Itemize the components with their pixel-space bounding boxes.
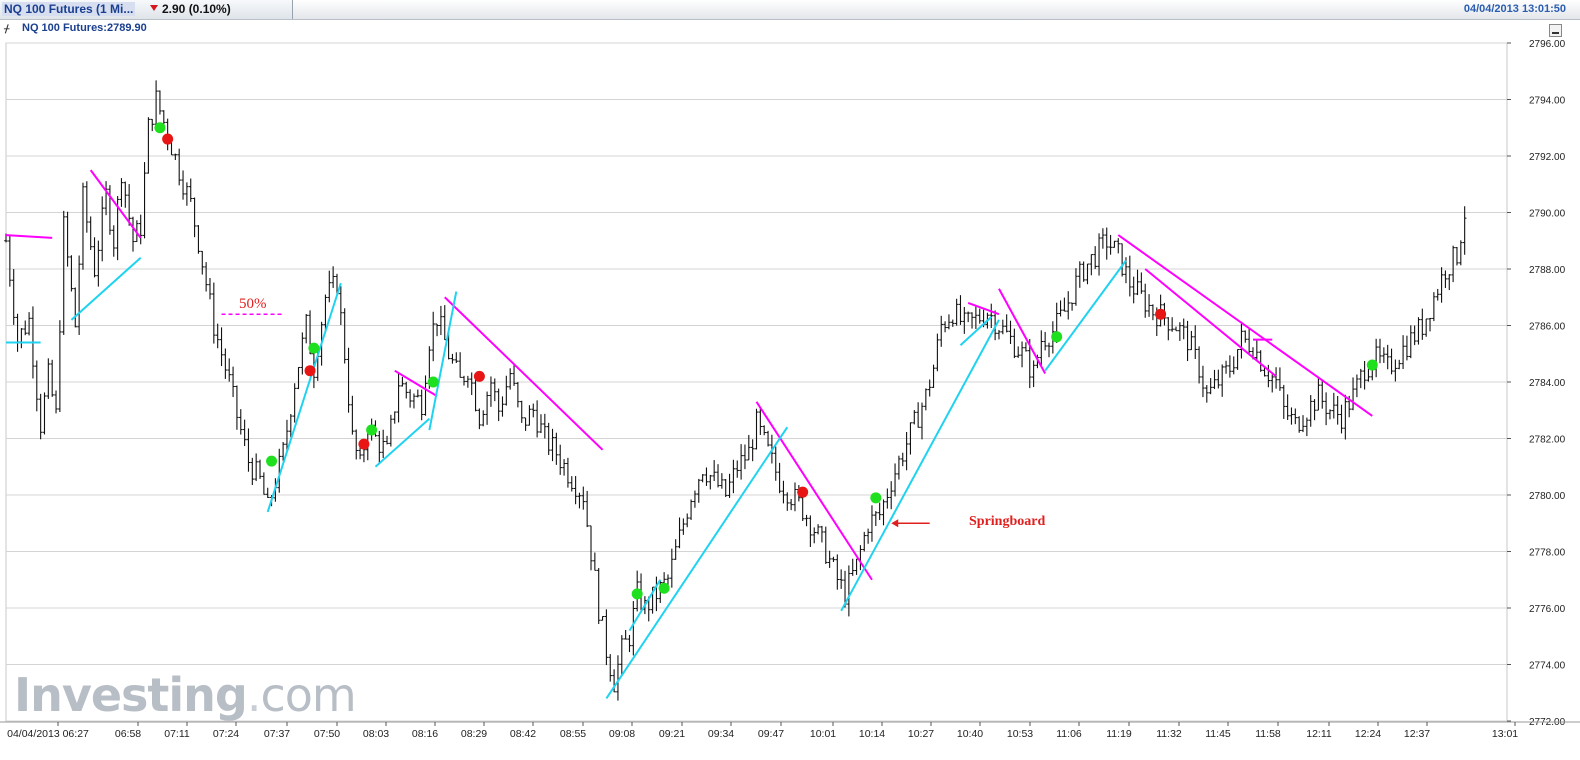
x-tick-label: 10:14 bbox=[859, 728, 885, 740]
buy-signal-dot bbox=[366, 424, 378, 436]
buy-signal-dot bbox=[427, 376, 439, 388]
price-chart[interactable]: 2772.002774.002776.002778.002780.002782.… bbox=[0, 37, 1580, 760]
down-trendline bbox=[755, 401, 873, 581]
chart-tab[interactable]: NQ 100 Futures (1 Mi... 2.90 (0.10%) bbox=[0, 0, 293, 19]
y-tick-label: 2794.00 bbox=[1529, 96, 1566, 107]
buy-signal-dot bbox=[266, 455, 278, 467]
x-tick-label: 12:11 bbox=[1306, 728, 1332, 740]
down-trendline bbox=[5, 234, 53, 239]
x-tick-label: 10:27 bbox=[908, 728, 934, 740]
sell-signal-dot bbox=[1155, 308, 1167, 320]
timestamp: 04/04/2013 13:01:50 bbox=[1463, 3, 1566, 15]
x-tick-label: 07:37 bbox=[264, 728, 290, 740]
down-trendline bbox=[998, 288, 1047, 375]
down-trendline bbox=[1117, 234, 1373, 417]
buy-signal-dot bbox=[870, 492, 882, 504]
y-tick-label: 2792.00 bbox=[1529, 152, 1566, 163]
down-trendline bbox=[967, 301, 1000, 316]
down-trendline bbox=[444, 296, 604, 451]
x-tick-label: 08:16 bbox=[412, 728, 438, 740]
x-tick-label: 12:37 bbox=[1404, 728, 1430, 740]
logo-suffix: com bbox=[260, 668, 356, 722]
buy-signal-dot bbox=[1366, 359, 1378, 371]
x-tick-label: 09:08 bbox=[609, 728, 635, 740]
y-tick-label: 2784.00 bbox=[1529, 378, 1566, 389]
x-tick-label: 09:21 bbox=[659, 728, 685, 740]
window-title-bar: NQ 100 Futures (1 Mi... 2.90 (0.10%) 04/… bbox=[0, 0, 1580, 20]
up-trendline bbox=[70, 256, 142, 321]
up-trendline bbox=[628, 579, 662, 632]
x-tick-label: 10:53 bbox=[1007, 728, 1033, 740]
price-change: 2.90 (0.10%) bbox=[162, 2, 231, 16]
y-tick-label: 2790.00 bbox=[1529, 209, 1566, 220]
x-tick-label: 11:45 bbox=[1205, 728, 1231, 740]
sell-signal-dot bbox=[162, 133, 174, 145]
up-trendline bbox=[374, 417, 431, 468]
x-tick-label: 12:24 bbox=[1355, 728, 1381, 740]
buy-signal-dot bbox=[308, 342, 320, 354]
x-tick-label: 11:19 bbox=[1106, 728, 1132, 740]
y-tick-label: 2786.00 bbox=[1529, 322, 1566, 333]
investing-logo: Investing.com bbox=[14, 668, 357, 722]
x-tick-label: 08:42 bbox=[510, 728, 536, 740]
y-tick-label: 2788.00 bbox=[1529, 265, 1566, 276]
x-tick-label: 07:24 bbox=[213, 728, 239, 740]
x-tick-label: 10:40 bbox=[957, 728, 983, 740]
x-tick-label: 11:32 bbox=[1156, 728, 1182, 740]
springboard-label: Springboard bbox=[969, 514, 1046, 529]
y-tick-label: 2796.00 bbox=[1529, 39, 1566, 50]
arrow-head-icon bbox=[891, 519, 899, 528]
x-tick-label: 10:01 bbox=[810, 728, 836, 740]
instrument-label: NQ 100 Futures:2789.90 bbox=[22, 22, 147, 34]
y-tick-label: 2774.00 bbox=[1529, 661, 1566, 672]
y-tick-label: 2778.00 bbox=[1529, 548, 1566, 559]
y-tick-label: 2776.00 bbox=[1529, 604, 1566, 615]
up-trendline bbox=[266, 282, 342, 513]
x-tick-label: 08:55 bbox=[560, 728, 586, 740]
buy-signal-dot bbox=[1051, 331, 1063, 343]
up-trendline bbox=[428, 291, 458, 431]
x-tick-label: 08:29 bbox=[461, 728, 487, 740]
up-trendline bbox=[1044, 259, 1127, 372]
sell-signal-dot bbox=[304, 365, 316, 377]
x-tick-label: 04/04/2013 06:27 bbox=[7, 728, 89, 740]
buy-signal-dot bbox=[631, 588, 643, 600]
up-trendline bbox=[605, 426, 789, 699]
down-trendline bbox=[394, 369, 438, 397]
y-tick-label: 2780.00 bbox=[1529, 491, 1566, 502]
x-tick-label: 07:50 bbox=[314, 728, 340, 740]
x-tick-label: 13:01 bbox=[1492, 728, 1518, 740]
x-tick-label: 07:11 bbox=[164, 728, 190, 740]
sell-signal-dot bbox=[358, 438, 370, 450]
x-tick-label: 09:47 bbox=[758, 728, 784, 740]
x-tick-label: 06:58 bbox=[115, 728, 141, 740]
x-tick-label: 08:03 bbox=[363, 728, 389, 740]
instrument-bar: ᚋ NQ 100 Futures:2789.90 bbox=[0, 20, 1580, 37]
up-trendline bbox=[840, 319, 1000, 612]
y-tick-label: 2782.00 bbox=[1529, 435, 1566, 446]
buy-signal-dot bbox=[154, 122, 166, 134]
down-trendline bbox=[1144, 268, 1277, 378]
fifty-percent-label: 50% bbox=[239, 296, 267, 312]
down-arrow-icon bbox=[150, 5, 158, 11]
x-tick-label: 11:58 bbox=[1255, 728, 1281, 740]
x-tick-label: 11:06 bbox=[1056, 728, 1082, 740]
sell-signal-dot bbox=[473, 370, 485, 382]
sell-signal-dot bbox=[797, 486, 809, 498]
buy-signal-dot bbox=[658, 582, 670, 594]
up-trendline bbox=[959, 316, 992, 347]
down-trendline bbox=[89, 169, 142, 239]
logo-brand: Investing bbox=[14, 668, 248, 722]
x-tick-label: 09:34 bbox=[708, 728, 734, 740]
bar-chart-icon[interactable]: ᚋ bbox=[4, 23, 10, 35]
minimize-button[interactable] bbox=[1549, 24, 1562, 37]
tab-title: NQ 100 Futures (1 Mi... bbox=[2, 2, 136, 16]
